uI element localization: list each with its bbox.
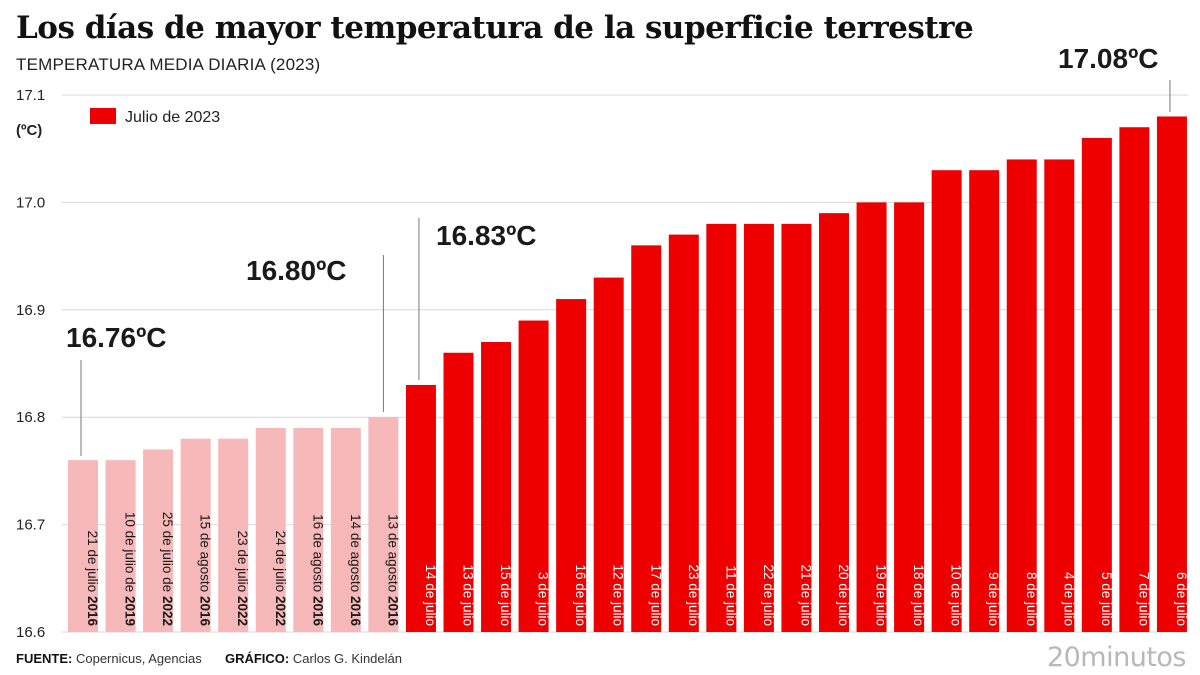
bar: [255, 427, 286, 632]
bar-label: 6 de julio: [1174, 572, 1189, 626]
bar-label: 8 de julio: [1024, 572, 1039, 626]
bar-label: 14 de julio: [423, 564, 438, 626]
annotation-label: 16.80ºC: [246, 255, 347, 286]
brand-logo: 20minutos: [1046, 642, 1187, 673]
bar-label: 7 de julio: [1136, 572, 1151, 626]
bar-label: 21 de julio 2016: [85, 531, 100, 627]
chart-title: Los días de mayor temperatura de la supe…: [16, 10, 974, 46]
footer: FUENTE: Copernicus, Agencias GRÁFICO: Ca…: [16, 651, 402, 666]
bar: [1156, 116, 1187, 633]
bar: [293, 427, 324, 632]
bar-label: 24 de julio 2022: [273, 531, 288, 626]
annotation-label: 17.08ºC: [1058, 43, 1159, 74]
source-label: FUENTE:: [16, 651, 73, 666]
bar-label: 23 de julio 2022: [235, 531, 250, 626]
bar: [781, 223, 812, 632]
bar: [556, 299, 587, 632]
bar-label: 5 de julio: [1099, 572, 1114, 626]
bar-label: 13 de agosto 2016: [385, 514, 400, 626]
y-tick-label: 16.6: [16, 624, 45, 641]
bar: [1081, 137, 1112, 632]
y-tick-label: 17.0: [16, 194, 45, 211]
bar-label: 12 de julio: [611, 564, 626, 626]
bar: [969, 170, 1000, 632]
credit-label: GRÁFICO:: [224, 651, 290, 666]
bar: [668, 234, 699, 632]
bar: [894, 202, 925, 632]
bar-label: 16 de agosto 2016: [310, 514, 325, 626]
bar: [856, 202, 887, 632]
bar: [143, 449, 174, 632]
bar-label: 4 de julio: [1061, 572, 1076, 626]
bar: [405, 384, 436, 632]
bar: [1119, 127, 1150, 632]
bar-label: 13 de julio: [461, 564, 476, 626]
source-value: Copernicus, Agencias: [75, 651, 202, 666]
bar: [593, 277, 624, 632]
legend-label: Julio de 2023: [125, 109, 220, 126]
bar: [218, 438, 249, 632]
bar-label: 17 de julio: [648, 564, 663, 626]
bar-label: 16 de julio: [573, 564, 588, 626]
bar-label: 10 de julio: [949, 564, 964, 626]
bar: [518, 320, 549, 632]
bar-label: 15 de agosto 2016: [198, 514, 213, 626]
bar-label: 14 de agosto 2016: [348, 514, 363, 626]
credit-value: Carlos G. Kindelán: [292, 651, 402, 666]
annotation-label: 16.76ºC: [66, 322, 167, 353]
annotation-label: 16.83ºC: [436, 220, 537, 251]
chart-subtitle: TEMPERATURA MEDIA DIARIA (2023): [16, 55, 321, 74]
bar-label: 23 de julio: [686, 564, 701, 626]
bar: [68, 460, 98, 632]
y-axis-unit: (ºC): [16, 122, 42, 139]
bar: [819, 213, 849, 632]
bar: [1006, 159, 1037, 632]
bar: [330, 427, 361, 632]
bar: [706, 223, 737, 632]
legend-swatch: [90, 108, 116, 124]
bar-label: 11 de julio: [723, 565, 738, 626]
bar: [1044, 159, 1075, 632]
bar-label: 9 de julio: [986, 572, 1001, 626]
bar-label: 15 de julio: [498, 564, 513, 626]
bar-label: 22 de julio: [761, 564, 776, 626]
y-tick-label: 17.1: [16, 87, 45, 104]
bar-label: 20 de julio: [836, 564, 851, 626]
bar-label: 18 de julio: [911, 564, 926, 626]
bar-label: 21 de julio: [798, 564, 813, 626]
bar: [931, 170, 962, 632]
bar: [743, 223, 774, 632]
y-tick-label: 16.7: [16, 517, 45, 534]
y-tick-label: 16.9: [16, 302, 45, 319]
bar: [105, 460, 136, 632]
bar: [443, 352, 474, 632]
bar: [180, 438, 211, 632]
bar: [631, 245, 662, 633]
bar-label: 10 de julio de 2019: [123, 512, 138, 626]
bar: [481, 342, 512, 632]
bar-label: 19 de julio: [874, 564, 889, 626]
bar: [368, 417, 399, 632]
bar-label: 3 de julio: [536, 572, 551, 626]
y-tick-label: 16.8: [16, 409, 45, 426]
bar-label: 25 de julio de 2022: [160, 512, 175, 626]
